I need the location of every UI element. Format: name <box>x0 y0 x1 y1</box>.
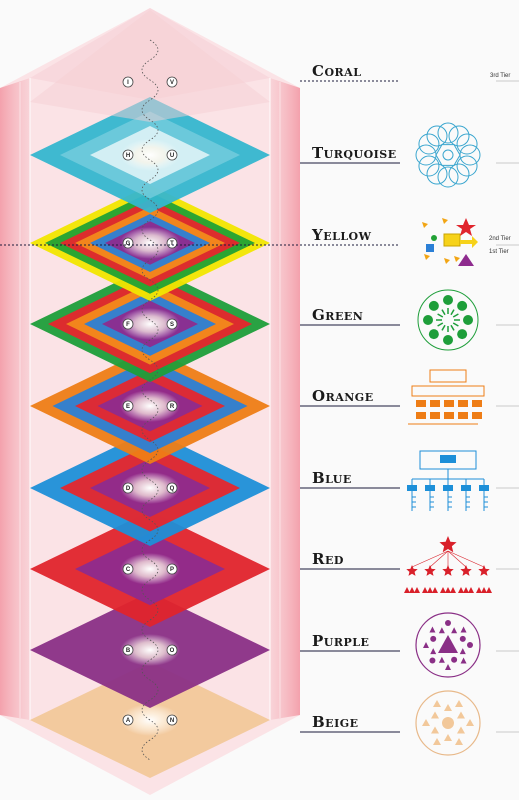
node-A: A <box>122 714 134 726</box>
svg-text:O: O <box>170 648 175 654</box>
level-label-turquoise: Turquoise <box>300 144 519 164</box>
turquoise-holon-icon <box>415 122 481 188</box>
node-R: R <box>166 400 178 412</box>
svg-text:R: R <box>170 404 175 410</box>
level-label-orange: Orange <box>300 387 519 407</box>
svg-text:H: H <box>126 153 130 159</box>
level-label-blue: Blue <box>300 469 519 489</box>
svg-text:F: F <box>126 322 130 328</box>
level-label-yellow: Yellow <box>300 226 519 246</box>
svg-text:V: V <box>170 80 174 86</box>
center-glow <box>120 553 180 585</box>
level-name: Beige <box>312 713 359 731</box>
beige-circle-icon <box>415 690 481 756</box>
node-N: N <box>166 714 178 726</box>
tier-markers: 3rd Tier 2nd Tier 1st Tier <box>0 73 511 255</box>
node-T: T <box>166 237 178 249</box>
svg-text:I: I <box>127 80 129 86</box>
svg-text:S: S <box>170 322 174 328</box>
svg-text:B: B <box>126 648 131 654</box>
svg-text:T: T <box>170 241 174 247</box>
node-U: U <box>166 149 178 161</box>
level-label-beige: Beige <box>300 713 519 733</box>
svg-text:P: P <box>170 567 174 573</box>
level-name: Orange <box>312 387 374 405</box>
blue-orgchart-icon <box>407 450 489 511</box>
second-tier-label: 2nd Tier <box>489 236 511 242</box>
center-glow <box>120 227 180 259</box>
third-tier-label: 3rd Tier <box>490 73 510 79</box>
level-label-purple: Purple <box>300 632 519 652</box>
level-name: Yellow <box>311 226 372 244</box>
green-circle-icon <box>417 289 479 351</box>
center-glow <box>120 139 180 171</box>
center-glow <box>120 308 180 340</box>
level-label-coral: Coral <box>300 62 519 82</box>
level-label-red: Red <box>300 550 519 570</box>
orange-hierarchy-icon <box>408 369 485 425</box>
node-V: V <box>166 76 178 88</box>
level-name: Purple <box>312 632 369 650</box>
svg-text:Q: Q <box>170 486 175 492</box>
node-O: O <box>166 644 178 656</box>
svg-text:G: G <box>126 241 131 247</box>
level-name: Coral <box>312 62 361 80</box>
node-G: G <box>122 237 134 249</box>
level-name: Red <box>312 550 344 568</box>
node-S: S <box>166 318 178 330</box>
svg-text:N: N <box>170 718 174 724</box>
node-H: H <box>122 149 134 161</box>
node-P: P <box>166 563 178 575</box>
level-layers: A NB OC PD QE RF SG TH UI V <box>30 10 270 778</box>
level-icons <box>404 122 492 756</box>
node-C: C <box>122 563 134 575</box>
level-name: Blue <box>312 469 352 487</box>
svg-text:D: D <box>126 486 131 492</box>
spiral-path <box>141 39 159 761</box>
node-D: D <box>122 482 134 494</box>
svg-text:E: E <box>126 404 130 410</box>
node-Q: Q <box>166 482 178 494</box>
svg-text:C: C <box>126 567 131 573</box>
node-I: I <box>122 76 134 88</box>
diamond-coral <box>30 10 270 122</box>
svg-text:U: U <box>170 153 174 159</box>
purple-circle-icon <box>415 612 481 678</box>
level-name: Turquoise <box>312 144 397 162</box>
level-labels: Coral Turquoise Yellow Green Orange Blue Red Pu… <box>300 62 519 733</box>
center-glow <box>120 634 180 666</box>
center-glow <box>120 390 180 422</box>
level-label-green: Green <box>300 306 519 326</box>
node-B: B <box>122 644 134 656</box>
yellow-flow-icon <box>422 218 478 266</box>
node-F: F <box>122 318 134 330</box>
first-tier-label: 1st Tier <box>489 249 509 255</box>
center-glow <box>120 472 180 504</box>
level-name: Green <box>312 306 363 324</box>
red-stars-icon <box>404 536 492 593</box>
svg-text:A: A <box>126 718 131 724</box>
node-E: E <box>122 400 134 412</box>
